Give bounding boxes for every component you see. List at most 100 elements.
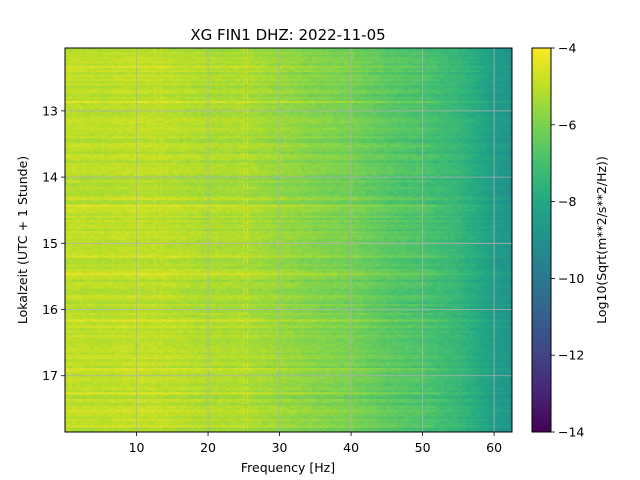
spectrogram-cell (365, 120, 370, 124)
spectrogram-cell (104, 89, 109, 93)
spectrogram-cell (175, 50, 180, 53)
spectrogram-cell (186, 100, 191, 104)
spectrogram-cell (440, 61, 445, 64)
spectrogram-cell (501, 112, 506, 115)
spectrogram-cell (361, 83, 366, 86)
spectrogram-cell (72, 123, 77, 126)
spectrogram-cell (458, 87, 463, 91)
spectrogram-cell (504, 65, 509, 69)
spectrogram-cell (286, 81, 291, 84)
spectrogram-cell (118, 123, 123, 126)
spectrogram-cell (494, 94, 499, 97)
spectrogram-cell (483, 98, 488, 102)
spectrogram-cell (419, 103, 423, 106)
spectrogram-cell (193, 89, 198, 93)
spectrogram-cell (97, 103, 102, 106)
spectrogram-cell (218, 63, 223, 67)
spectrogram-cell (329, 120, 334, 124)
spectrogram-cell (286, 127, 291, 131)
spectrogram-cell (397, 63, 402, 67)
spectrogram-cell (397, 125, 402, 128)
spectrogram-cell (90, 107, 95, 111)
spectrogram-cell (115, 65, 120, 69)
spectrogram-cell (393, 70, 398, 73)
spectrogram-cell (129, 100, 134, 104)
spectrogram-cell (283, 123, 288, 126)
spectrogram-cell (490, 96, 495, 100)
spectrogram-cell (229, 72, 234, 75)
spectrogram-cell (65, 72, 69, 75)
spectrogram-cell (318, 100, 323, 104)
spectrogram-cell (501, 105, 506, 108)
spectrogram-cell (161, 85, 166, 89)
spectrogram-cell (415, 52, 420, 56)
spectrogram-cell (365, 56, 370, 60)
spectrogram-cell (82, 116, 87, 120)
spectrogram-cell (236, 74, 241, 78)
spectrogram-cell (200, 96, 205, 100)
spectrogram-cell (454, 87, 459, 91)
spectrogram-cell (93, 65, 98, 69)
spectrogram-cell (504, 100, 509, 104)
spectrogram-cell (308, 63, 313, 67)
spectrogram-cell (243, 127, 248, 131)
spectrogram-cell (140, 118, 145, 122)
spectrogram-cell (265, 48, 270, 51)
spectrogram-cell (397, 98, 402, 102)
spectrogram-cell (97, 72, 102, 75)
spectrogram-cell (100, 67, 105, 71)
spectrogram-cell (315, 50, 320, 53)
spectrogram-cell (479, 50, 484, 53)
spectrogram-cell (65, 63, 69, 67)
spectrogram-cell (190, 116, 195, 120)
spectrogram-cell (490, 105, 495, 108)
spectrogram-cell (401, 72, 406, 75)
spectrogram-cell (275, 70, 280, 73)
spectrogram-cell (150, 50, 155, 53)
spectrogram-cell (415, 123, 420, 126)
spectrogram-cell (86, 94, 91, 97)
spectrogram-cell (140, 54, 145, 58)
spectrogram-cell (183, 78, 187, 82)
spectrogram-cell (172, 63, 177, 67)
spectrogram-cell (354, 85, 359, 89)
spectrogram-cell (336, 112, 341, 115)
spectrogram-cell (368, 76, 373, 80)
spectrogram-cell (451, 52, 456, 56)
spectrogram-cell (426, 105, 431, 108)
spectrogram-cell (172, 81, 177, 84)
spectrogram-cell (200, 52, 205, 56)
spectrogram-cell (115, 85, 120, 89)
spectrogram-cell (508, 118, 512, 122)
spectrogram-cell (351, 50, 356, 53)
spectrogram-cell (311, 116, 316, 120)
spectrogram-cell (129, 89, 134, 93)
spectrogram-cell (190, 125, 195, 128)
spectrogram-cell (476, 120, 481, 124)
spectrogram-cell (343, 76, 348, 80)
spectrogram-cell (250, 83, 255, 86)
spectrogram-cell (354, 100, 359, 104)
spectrogram-cell (447, 81, 452, 84)
spectrogram-cell (372, 94, 377, 97)
spectrogram-cell (408, 76, 413, 80)
spectrogram-cell (311, 74, 316, 78)
spectrogram-cell (197, 56, 202, 60)
spectrogram-cell (211, 52, 216, 56)
spectrogram-cell (486, 56, 491, 60)
spectrogram-cell (479, 112, 484, 115)
spectrogram-cell (308, 61, 313, 64)
spectrogram-cell (429, 87, 434, 91)
spectrogram-cell (165, 81, 170, 84)
spectrogram-cell (222, 85, 227, 89)
spectrogram-cell (415, 100, 420, 104)
spectrogram-cell (229, 89, 234, 93)
spectrogram-cell (172, 74, 177, 78)
spectrogram-cell (115, 127, 120, 131)
spectrogram-cell (508, 107, 512, 111)
spectrogram-cell (383, 116, 388, 120)
spectrogram-cell (397, 72, 402, 75)
spectrogram-cell (422, 98, 427, 102)
spectrogram-cell (333, 118, 338, 122)
spectrogram-cell (107, 70, 112, 73)
